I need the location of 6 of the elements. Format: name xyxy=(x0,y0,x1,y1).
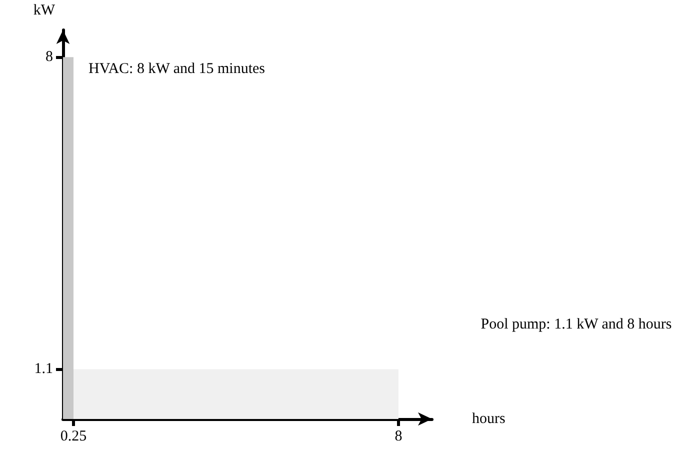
x-axis-title: hours xyxy=(472,411,506,427)
y-axis-title: kW xyxy=(33,2,56,18)
annotation: HVAC: 8 kW and 15 minutes xyxy=(88,61,266,78)
y-tick-label: 1.1 xyxy=(34,361,53,378)
x-tick-label: 0.25 xyxy=(60,428,87,444)
text: Pool pump: 1.1 kW and 8 hours xyxy=(480,316,672,332)
